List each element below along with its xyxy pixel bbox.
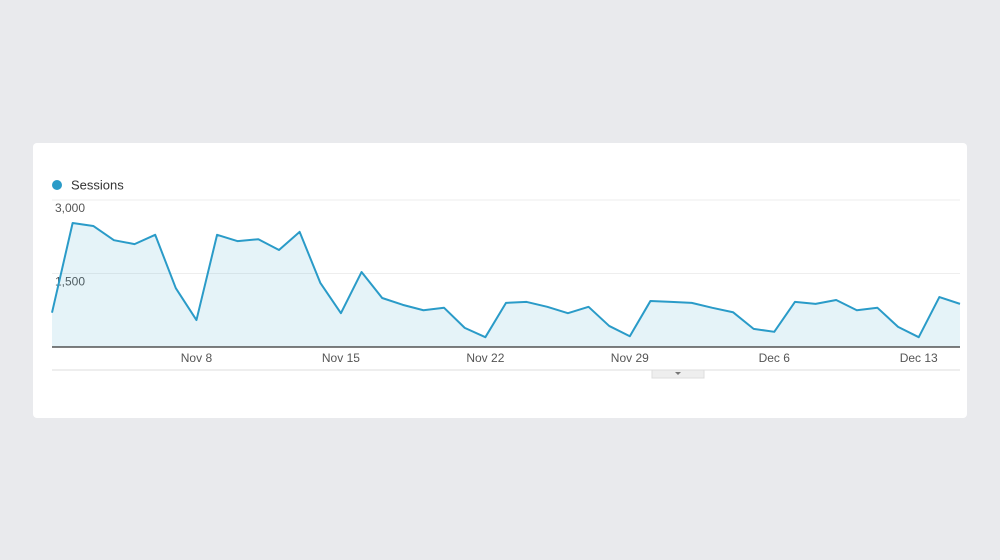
x-tick-label: Nov 15 <box>322 351 360 365</box>
y-tick-label: 3,000 <box>55 201 85 215</box>
x-tick-label: Nov 29 <box>611 351 649 365</box>
expand-arrow <box>675 372 681 375</box>
chart-card <box>33 143 967 418</box>
legend-label: Sessions <box>71 177 124 192</box>
x-tick-label: Nov 22 <box>466 351 504 365</box>
legend-dot <box>52 180 62 190</box>
line <box>51 222 961 339</box>
y-tick-label: 1,500 <box>55 275 85 289</box>
area <box>52 223 960 347</box>
x-tick-label: Dec 6 <box>759 351 791 365</box>
x-tick-label: Nov 8 <box>181 351 213 365</box>
x-tick-label: Dec 13 <box>900 351 938 365</box>
